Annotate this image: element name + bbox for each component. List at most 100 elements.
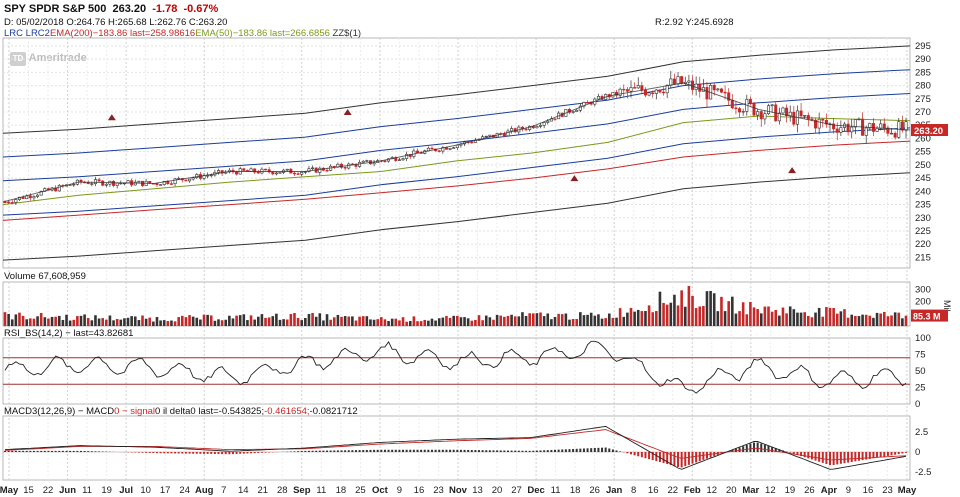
macd-histogram-bar xyxy=(499,450,502,452)
legend-zigzag[interactable]: ZZ$(1) xyxy=(332,28,362,39)
volume-bar xyxy=(369,319,372,326)
volume-bar xyxy=(854,315,857,326)
candle-body xyxy=(651,92,655,94)
candle-body xyxy=(249,168,253,172)
volume-bar xyxy=(437,318,441,326)
macd-histogram-bar xyxy=(315,450,318,452)
volume-bar xyxy=(260,314,264,326)
candle-body xyxy=(788,111,792,117)
macd-histogram-bar xyxy=(427,449,430,452)
macd-histogram-bar xyxy=(416,449,419,452)
x-tick-label: 17 xyxy=(160,485,171,496)
volume-bar xyxy=(680,290,683,326)
volume-tick-label: 300 xyxy=(915,284,931,295)
macd-label: MACD3(12,26,9) − MACD0 − signal0 il delt… xyxy=(4,406,358,417)
volume-bar xyxy=(152,321,155,326)
legend-lrc2[interactable]: LRC2 xyxy=(25,28,50,39)
macd-histogram-bar xyxy=(886,452,889,456)
candle-body xyxy=(36,194,40,197)
candle-body xyxy=(546,120,550,123)
macd-histogram-bar xyxy=(250,452,253,454)
macd-histogram-bar xyxy=(380,449,383,452)
rsi-label: RSI_BS(14,2) − last=43.82681 xyxy=(4,328,134,339)
legend-ema200[interactable]: EMA(200) xyxy=(49,28,93,39)
candle-body xyxy=(904,121,908,131)
candle-body xyxy=(835,128,839,133)
volume-bar xyxy=(644,310,647,326)
macd-histogram-bar xyxy=(76,450,79,452)
volume-bar xyxy=(542,316,546,326)
macd-histogram-bar xyxy=(760,443,763,452)
volume-bar xyxy=(564,313,568,326)
macd-histogram-bar xyxy=(691,452,694,464)
volume-bar xyxy=(191,316,195,326)
macd-histogram-bar xyxy=(572,448,575,452)
macd-histogram-bar xyxy=(166,452,169,454)
candle-body xyxy=(864,127,868,136)
macd-histogram-bar xyxy=(300,451,303,452)
macd-histogram-bar xyxy=(807,452,810,459)
macd-histogram-bar xyxy=(54,450,57,452)
candle-body xyxy=(14,199,18,203)
candle-body xyxy=(115,182,119,186)
volume-bar xyxy=(285,319,289,326)
volume-bar xyxy=(481,320,484,326)
volume-bar xyxy=(709,290,712,326)
macd-histogram-bar xyxy=(449,449,452,452)
legend-lrc[interactable]: LRC xyxy=(4,28,24,39)
volume-bar xyxy=(459,317,463,326)
volume-bar xyxy=(76,316,79,326)
volume-bar xyxy=(857,316,861,326)
candle-body xyxy=(188,178,192,182)
candle-body xyxy=(665,84,669,94)
x-tick-label: 28 xyxy=(277,485,288,496)
volume-bar xyxy=(618,308,622,326)
candle-body xyxy=(104,183,108,186)
candle-body xyxy=(502,133,506,137)
ohlc-line: D: 05/02/2018 O:264.76 H:265.68 L:262.76… xyxy=(4,17,227,28)
volume-bar xyxy=(673,294,676,326)
volume-bar xyxy=(202,314,206,326)
macd-histogram-bar xyxy=(836,452,839,465)
volume-bar xyxy=(322,320,325,326)
x-tick-label: 26 xyxy=(589,485,600,496)
price-change: -1.78 xyxy=(152,3,178,15)
volume-tick-label: 200 xyxy=(915,297,931,308)
price-tick-label: 235 xyxy=(915,200,931,211)
volume-bar xyxy=(380,317,383,326)
volume-bar xyxy=(405,321,408,326)
volume-bar xyxy=(669,302,673,326)
macd-histogram-bar xyxy=(872,452,875,459)
macd-tick-label: -2.5 xyxy=(915,467,931,478)
macd-histogram-bar xyxy=(687,452,690,465)
candle-body xyxy=(285,168,289,171)
macd-histogram-bar xyxy=(344,450,347,452)
macd-histogram-bar xyxy=(611,449,614,452)
price-tick-label: 225 xyxy=(915,226,931,237)
candle-body xyxy=(133,181,137,186)
bar-date: D: 05/02/2018 xyxy=(4,17,64,28)
legend-ema50[interactable]: EMA(50) xyxy=(195,28,233,39)
macd-histogram-bar xyxy=(340,450,343,452)
volume-bar xyxy=(123,318,126,326)
macd-histogram-bar xyxy=(163,452,166,454)
candle-body xyxy=(448,147,452,150)
macd-histogram-bar xyxy=(568,449,571,452)
macd-histogram-bar xyxy=(821,452,824,463)
volume-bar xyxy=(398,320,401,326)
macd-histogram-bar xyxy=(322,450,325,452)
macd-histogram-bar xyxy=(354,450,357,452)
volume-bar xyxy=(539,312,542,326)
candle-body xyxy=(633,87,637,89)
macd-histogram-bar xyxy=(358,450,361,452)
candle-body xyxy=(806,115,810,120)
macd-line xyxy=(4,425,907,470)
candle-body xyxy=(242,168,246,171)
macd-histogram-bar xyxy=(7,450,10,452)
candle-body xyxy=(90,183,94,185)
macd-histogram-bar xyxy=(98,451,101,452)
price-tick-label: 230 xyxy=(915,213,931,224)
volume-bar xyxy=(560,314,564,326)
candle-body xyxy=(97,179,101,182)
